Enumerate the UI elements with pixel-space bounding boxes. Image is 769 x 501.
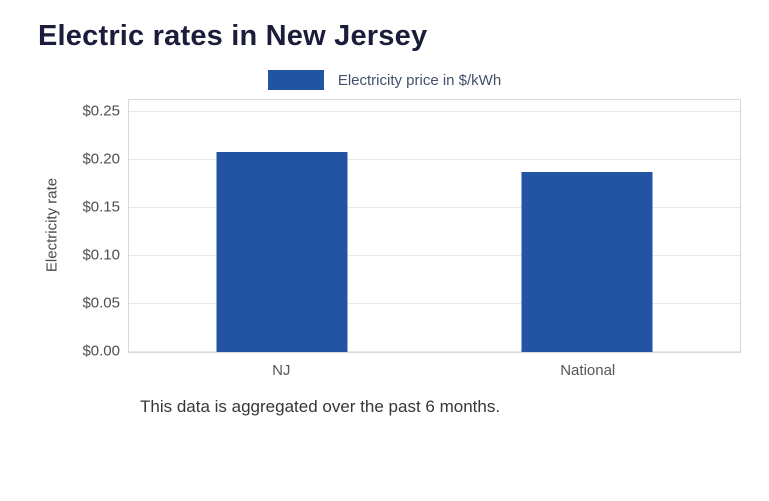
gridline [129, 207, 740, 208]
y-tick-label: $0.10 [82, 246, 120, 264]
chart-caption: This data is aggregated over the past 6 … [140, 397, 501, 416]
x-tick-label: National [560, 362, 616, 379]
gridline [129, 255, 740, 256]
y-tick-label: $0.25 [82, 102, 120, 120]
legend-swatch [267, 70, 324, 90]
bar-national [521, 171, 653, 352]
bar-nj [216, 152, 348, 352]
y-tick-label: $0.05 [82, 294, 120, 312]
page-title: Electric rates in New Jersey [38, 20, 428, 52]
plot-area [128, 99, 741, 353]
x-axis-labels: NJ National [128, 353, 741, 383]
y-axis: Electricity rate [38, 99, 66, 351]
gridline [129, 159, 740, 160]
gridline [129, 303, 740, 304]
y-axis-ticks: $0.00 $0.05 $0.10 $0.15 $0.20 $0.25 [66, 99, 128, 360]
gridline [129, 351, 740, 352]
gridline [129, 111, 740, 112]
plot-column: NJ National [128, 99, 741, 383]
legend-label: Electricity price in $/kWh [337, 71, 502, 89]
y-tick-label: $0.00 [82, 342, 120, 360]
x-tick-label: NJ [272, 362, 291, 379]
electric-rates-page: Electric rates in New Jersey Electricity… [0, 20, 769, 417]
chart-legend[interactable]: Electricity price in $/kWh [0, 69, 769, 91]
y-axis-title: Electricity rate [43, 177, 61, 273]
y-tick-label: $0.15 [82, 198, 120, 216]
bar-chart: Electricity rate $0.00 $0.05 $0.10 $0.15 $0.… [38, 99, 769, 383]
y-tick-label: $0.20 [82, 150, 120, 168]
